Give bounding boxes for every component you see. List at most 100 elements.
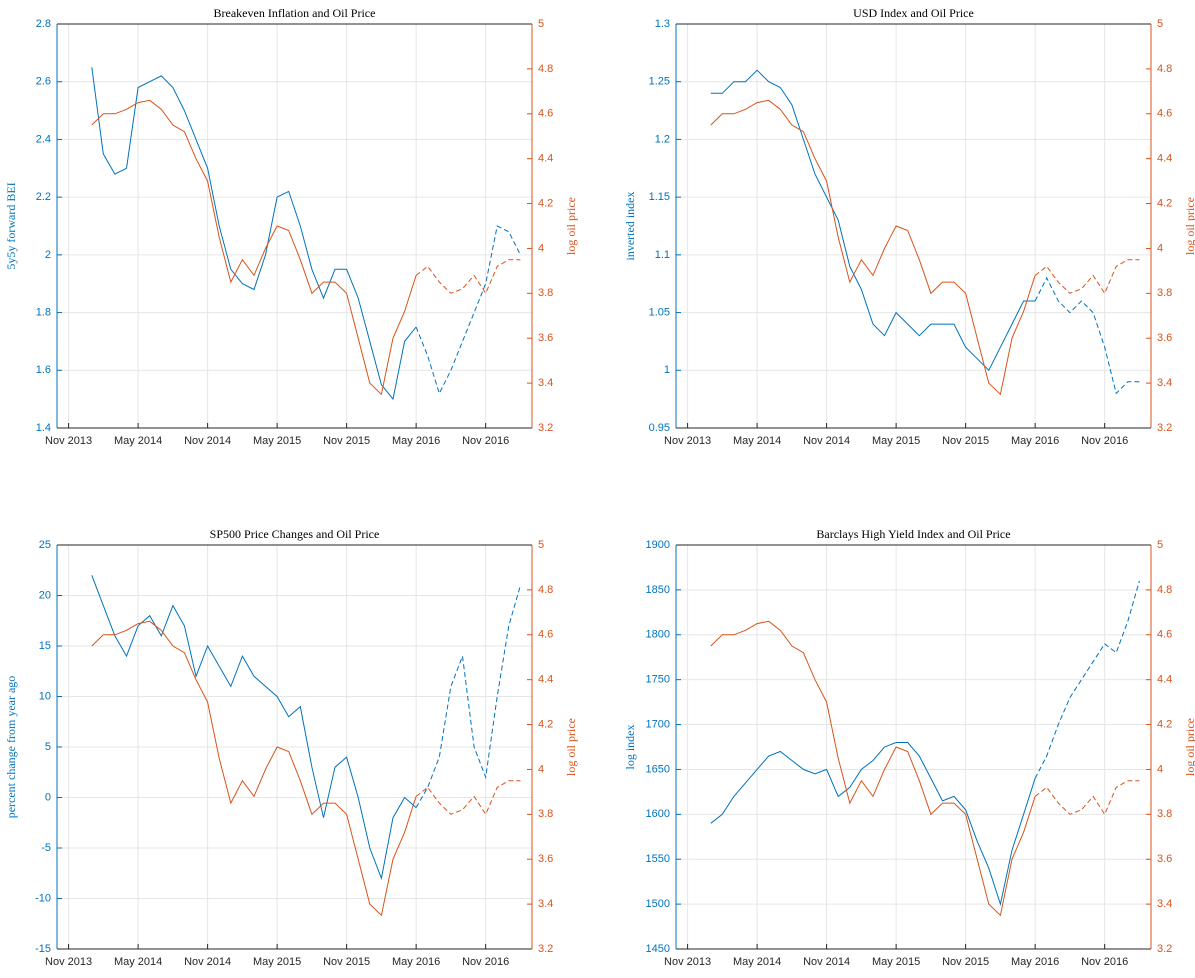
y-tick-label: 2.8 xyxy=(36,18,51,30)
y2-tick-label: 4.8 xyxy=(538,63,553,75)
y-tick-label: 1.4 xyxy=(36,422,51,434)
y-tick-label: 1650 xyxy=(646,763,670,775)
series-line xyxy=(91,99,417,396)
chart-title: USD Index and Oil Price xyxy=(853,6,974,20)
series-line xyxy=(415,259,521,295)
chart-title: Breakeven Inflation and Oil Price xyxy=(214,6,376,20)
y-tick-label: 5 xyxy=(45,741,51,753)
y-tick-label: 1.2 xyxy=(655,133,670,145)
y2-tick-label: 4.4 xyxy=(1157,153,1172,165)
chart-title: Barclays High Yield Index and Oil Price xyxy=(816,527,1010,541)
x-tick-label: Nov 2015 xyxy=(323,435,370,447)
x-tick-label: Nov 2015 xyxy=(942,956,989,968)
y2-tick-label: 3.2 xyxy=(1157,943,1172,955)
y2-tick-label: 4.2 xyxy=(538,718,553,730)
y-tick-label: 2.2 xyxy=(36,191,51,203)
y2-tick-label: 3.6 xyxy=(538,332,553,344)
y2-tick-label: 3.6 xyxy=(538,853,553,865)
x-tick-label: Nov 2016 xyxy=(1081,435,1128,447)
y2-tick-label: 3.8 xyxy=(1157,287,1172,299)
x-tick-label: May 2016 xyxy=(1011,956,1059,968)
x-tick-label: Nov 2013 xyxy=(664,435,711,447)
series-line xyxy=(1034,780,1140,816)
y-tick-label: -10 xyxy=(35,892,51,904)
y-axis-label: log index xyxy=(623,725,637,770)
y2-tick-label: 4 xyxy=(538,242,544,254)
y-tick-label: 1.25 xyxy=(649,76,670,88)
series-line xyxy=(91,575,417,881)
x-tick-label: May 2014 xyxy=(114,435,162,447)
y-tick-label: 1.05 xyxy=(649,306,670,318)
series-line xyxy=(710,69,1036,372)
y2-tick-label: 3.4 xyxy=(1157,377,1172,389)
y-tick-label: 1.6 xyxy=(36,364,51,376)
y-tick-label: 1.15 xyxy=(649,191,670,203)
x-tick-label: May 2016 xyxy=(1011,435,1059,447)
y2-tick-label: 3.4 xyxy=(538,898,553,910)
y2-tick-label: 3.4 xyxy=(538,377,553,389)
x-tick-label: Nov 2015 xyxy=(323,956,370,968)
series-line xyxy=(415,225,521,395)
y-tick-label: 10 xyxy=(39,690,51,702)
y2-tick-label: 4.8 xyxy=(1157,584,1172,596)
y2-tick-label: 4.6 xyxy=(538,108,553,120)
y-tick-label: -5 xyxy=(41,842,51,854)
x-tick-label: Nov 2013 xyxy=(664,956,711,968)
y2-tick-label: 4.4 xyxy=(538,153,553,165)
y2-axis-label: log oil price xyxy=(1183,718,1195,776)
y2-tick-label: 4.4 xyxy=(538,674,553,686)
y-tick-label: 1700 xyxy=(646,718,670,730)
series-line xyxy=(710,620,1036,917)
y2-tick-label: 3.6 xyxy=(1157,332,1172,344)
y-tick-label: 20 xyxy=(39,589,51,601)
x-tick-label: Nov 2014 xyxy=(184,956,231,968)
y2-tick-label: 5 xyxy=(1157,18,1163,30)
x-tick-label: May 2015 xyxy=(872,435,920,447)
y-tick-label: 1750 xyxy=(646,674,670,686)
y2-tick-label: 3.4 xyxy=(1157,898,1172,910)
x-tick-label: May 2014 xyxy=(733,435,781,447)
y2-tick-label: 4 xyxy=(1157,242,1163,254)
y2-tick-label: 3.8 xyxy=(1157,808,1172,820)
chart-title: SP500 Price Changes and Oil Price xyxy=(210,527,380,541)
x-tick-label: May 2015 xyxy=(253,956,301,968)
y-tick-label: 0 xyxy=(45,791,51,803)
y-tick-label: 2 xyxy=(45,249,51,261)
y-tick-label: 1450 xyxy=(646,943,670,955)
y-tick-label: 1800 xyxy=(646,629,670,641)
y-tick-label: 25 xyxy=(39,539,51,551)
y2-tick-label: 4.2 xyxy=(1157,197,1172,209)
y-tick-label: 1550 xyxy=(646,853,670,865)
x-tick-label: May 2015 xyxy=(872,956,920,968)
x-tick-label: May 2016 xyxy=(392,956,440,968)
y2-tick-label: 5 xyxy=(538,18,544,30)
y2-tick-label: 4.8 xyxy=(1157,63,1172,75)
y-tick-label: 15 xyxy=(39,640,51,652)
y-tick-label: 1600 xyxy=(646,808,670,820)
y-axis-label: percent change from year ago xyxy=(4,676,18,819)
y2-axis-label: log oil price xyxy=(564,197,578,255)
x-tick-label: Nov 2016 xyxy=(462,956,509,968)
y2-axis-label: log oil price xyxy=(1183,197,1195,255)
x-tick-label: May 2015 xyxy=(253,435,301,447)
y-tick-label: 2.6 xyxy=(36,76,51,88)
y2-tick-label: 3.2 xyxy=(538,943,553,955)
y2-tick-label: 4.2 xyxy=(538,197,553,209)
x-tick-label: Nov 2013 xyxy=(45,435,92,447)
y-tick-label: -15 xyxy=(35,943,51,955)
x-tick-label: May 2014 xyxy=(733,956,781,968)
y2-tick-label: 3.6 xyxy=(1157,853,1172,865)
y-tick-label: 1.3 xyxy=(655,18,670,30)
y2-axis-label: log oil price xyxy=(564,718,578,776)
x-tick-label: Nov 2014 xyxy=(803,435,850,447)
y2-tick-label: 4.8 xyxy=(538,584,553,596)
y-axis-label: inverted index xyxy=(623,192,637,261)
x-tick-label: Nov 2014 xyxy=(803,956,850,968)
y2-tick-label: 4.6 xyxy=(1157,629,1172,641)
y-axis-label: 5y5y forward BEI xyxy=(4,182,18,269)
series-line xyxy=(415,585,521,808)
y2-tick-label: 5 xyxy=(1157,539,1163,551)
y2-tick-label: 5 xyxy=(538,539,544,551)
